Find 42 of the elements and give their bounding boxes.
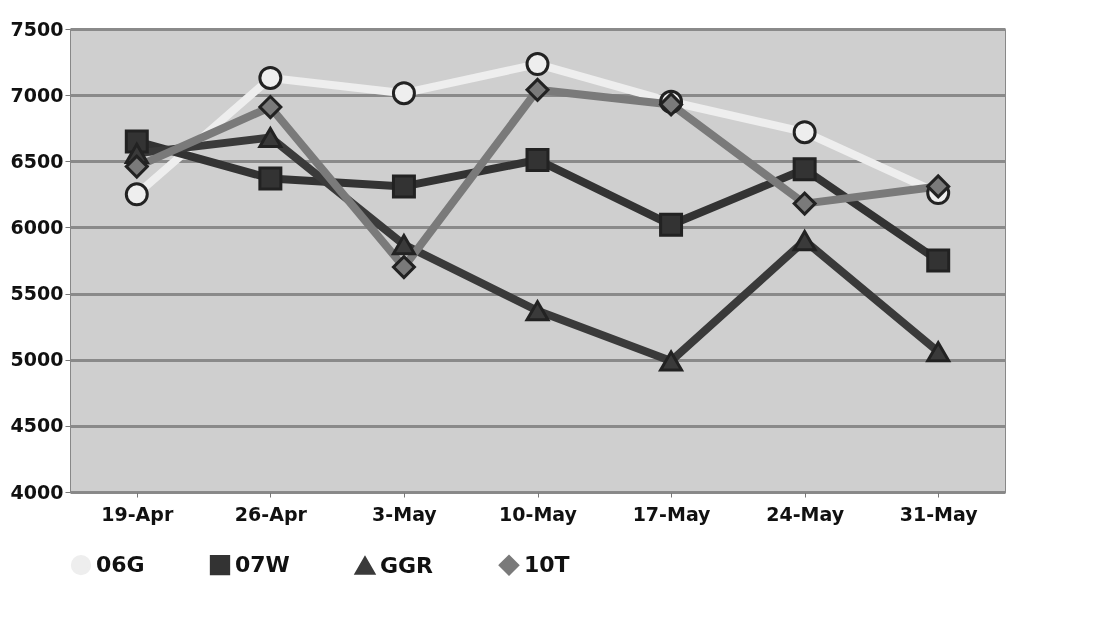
point <box>792 191 817 216</box>
point <box>926 341 951 363</box>
y-tick-label: 4000 <box>10 480 64 503</box>
y-tick-label: 7500 <box>10 17 64 40</box>
point <box>391 234 416 256</box>
point <box>792 230 817 252</box>
x-tick-label: 17-May <box>632 502 712 525</box>
x-tick-label: 31-May <box>899 502 979 525</box>
x-tick-label: 3-May <box>372 502 438 525</box>
point <box>926 248 951 273</box>
y-tick-label: 6000 <box>10 215 64 238</box>
y-tick-label: 6500 <box>10 149 64 172</box>
point <box>258 95 283 120</box>
point <box>659 350 684 372</box>
legend-label: GGR <box>380 552 434 578</box>
point <box>391 255 416 280</box>
point <box>792 157 817 182</box>
x-tick-label: 26-Apr <box>234 502 308 525</box>
y-tick-label: 5000 <box>10 348 64 371</box>
x-tick-label: 10-May <box>499 502 578 525</box>
point <box>391 81 416 106</box>
point <box>792 120 817 145</box>
point <box>258 65 283 90</box>
point <box>391 174 416 199</box>
point <box>124 182 149 207</box>
point <box>525 77 550 102</box>
legend-label: 07W <box>235 552 290 578</box>
legend-label: 06G <box>96 552 145 578</box>
point <box>525 52 550 77</box>
point <box>659 212 684 237</box>
point <box>926 174 951 199</box>
y-tick-label: 5500 <box>10 282 64 305</box>
y-tick-label: 7000 <box>10 83 64 106</box>
point <box>258 126 283 149</box>
point <box>525 300 550 322</box>
y-tick-label: 4500 <box>10 414 64 437</box>
point <box>258 166 283 191</box>
x-tick-label: 19-Apr <box>101 502 174 525</box>
x-tick-label: 24-May <box>766 502 845 525</box>
legend-label: 10T <box>524 552 570 578</box>
point <box>124 154 149 179</box>
point <box>525 147 550 172</box>
